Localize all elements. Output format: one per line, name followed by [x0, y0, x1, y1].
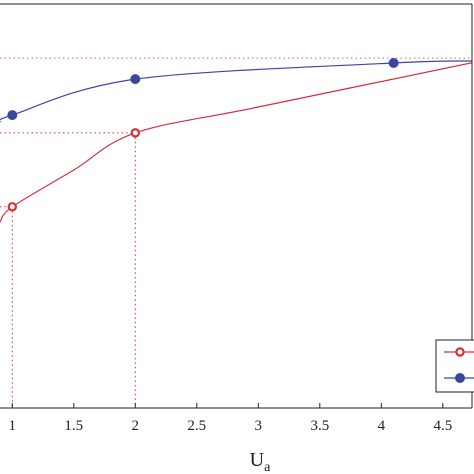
data-point [7, 110, 18, 121]
data-point [130, 74, 141, 85]
x-tick-label: 2.5 [187, 418, 206, 434]
x-tick-label: 3 [255, 418, 263, 434]
series-line [0, 62, 472, 223]
x-tick-label: 3.5 [310, 418, 329, 434]
plot-area [0, 57, 472, 408]
legend-marker [455, 373, 465, 383]
x-tick-label: 2 [132, 418, 140, 434]
legend-box [435, 339, 474, 393]
legend-marker [455, 347, 465, 357]
series-line [0, 60, 472, 123]
data-point [388, 57, 399, 68]
x-axis-label: Ua [250, 449, 271, 474]
data-point [7, 202, 18, 212]
x-tick-label: 1 [9, 418, 17, 434]
x-tick-label: 4.5 [433, 418, 452, 434]
x-tick-label: 1.5 [64, 418, 83, 434]
data-point [130, 128, 141, 138]
x-tick-label: 4 [378, 418, 386, 434]
